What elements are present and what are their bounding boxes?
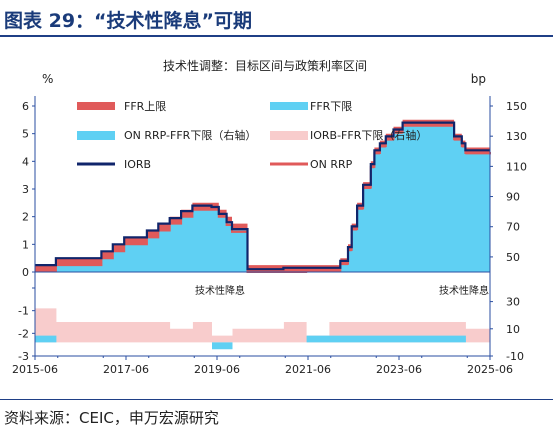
x-tick-label: 2017-06 — [103, 363, 149, 376]
series-onrrp-line — [35, 124, 491, 273]
series-iorb-line — [35, 121, 490, 271]
legend-label-iorb-ffr: IORB-FFR下限（右轴） — [310, 128, 427, 142]
lower-left-tick-label: -2 — [18, 327, 29, 340]
x-tick-label: 2015-06 — [12, 363, 58, 376]
lower-left-tick-label: -1 — [18, 305, 29, 318]
upper-right-tick-label: 130 — [506, 130, 527, 143]
annotation-technical-cut-1: 技术性降息 — [195, 284, 245, 297]
series-ffr-lower-area — [35, 126, 490, 272]
upper-left-tick-label: 5 — [22, 128, 29, 141]
left-unit-label: % — [42, 72, 53, 86]
legend: FFR上限 FFR下限 ON RRP-FFR下限（右轴） IORB-FFR下限（… — [77, 100, 427, 171]
heading-rule — [0, 35, 553, 37]
lower-right-tick-label: -10 — [506, 350, 524, 363]
lower-left-tick-label: -3 — [18, 350, 29, 363]
legend-swatch-ffr-lower — [270, 102, 308, 110]
source-note: 资料来源：CEIC，申万宏源研究 — [4, 409, 219, 427]
upper-right-tick-label: 70 — [506, 221, 520, 234]
right-unit-label: bp — [471, 72, 486, 86]
x-tick-label: 2025-06 — [467, 363, 513, 376]
upper-left-tick-label: 3 — [22, 183, 29, 196]
upper-left-tick-label: 2 — [22, 211, 29, 224]
legend-label-ffr-upper: FFR上限 — [124, 100, 166, 113]
lower-right-tick-label: 10 — [506, 323, 520, 336]
legend-swatch-onrrp-ffr — [77, 131, 115, 140]
upper-left-tick-label: 4 — [22, 155, 29, 168]
annotation-technical-cut-2: 技术性降息 — [439, 284, 489, 297]
upper-right-tick-label: 110 — [506, 160, 527, 173]
footer-rule — [0, 399, 553, 400]
upper-left-tick-label: 0 — [22, 266, 29, 279]
upper-right-tick-label: 90 — [506, 191, 520, 204]
legend-swatch-ffr-upper — [77, 102, 115, 110]
figure-title: 图表 29：“技术性降息”可期 — [4, 10, 253, 32]
legend-label-iorb: IORB — [124, 158, 151, 171]
x-tick-label: 2021-06 — [285, 363, 331, 376]
upper-right-tick-label: 150 — [506, 100, 527, 113]
upper-left-tick-label: 6 — [22, 100, 29, 113]
series-onrrp-ffr-spread-area — [35, 335, 490, 350]
x-tick-label: 2023-06 — [376, 363, 422, 376]
legend-label-onrrp: ON RRP — [310, 158, 353, 171]
figure-heading: 图表 29：“技术性降息”可期 — [0, 0, 553, 40]
x-tick-label: 2019-06 — [194, 363, 240, 376]
legend-label-ffr-lower: FFR下限 — [310, 100, 352, 113]
lower-right-tick-label: 30 — [506, 296, 520, 309]
legend-label-onrrp-ffr: ON RRP-FFR下限（右轴） — [124, 128, 256, 142]
upper-left-tick-label: 1 — [22, 238, 29, 251]
chart: 技术性调整：目标区间与政策利率区间 % bp 0 1 2 3 4 5 6 50 70 90 110 1… — [12, 58, 527, 376]
upper-right-tick-label: 50 — [506, 251, 520, 264]
series-iorb-ffr-spread-area — [35, 308, 490, 343]
legend-swatch-iorb-ffr — [270, 131, 308, 140]
chart-title: 技术性调整：目标区间与政策利率区间 — [163, 58, 367, 73]
